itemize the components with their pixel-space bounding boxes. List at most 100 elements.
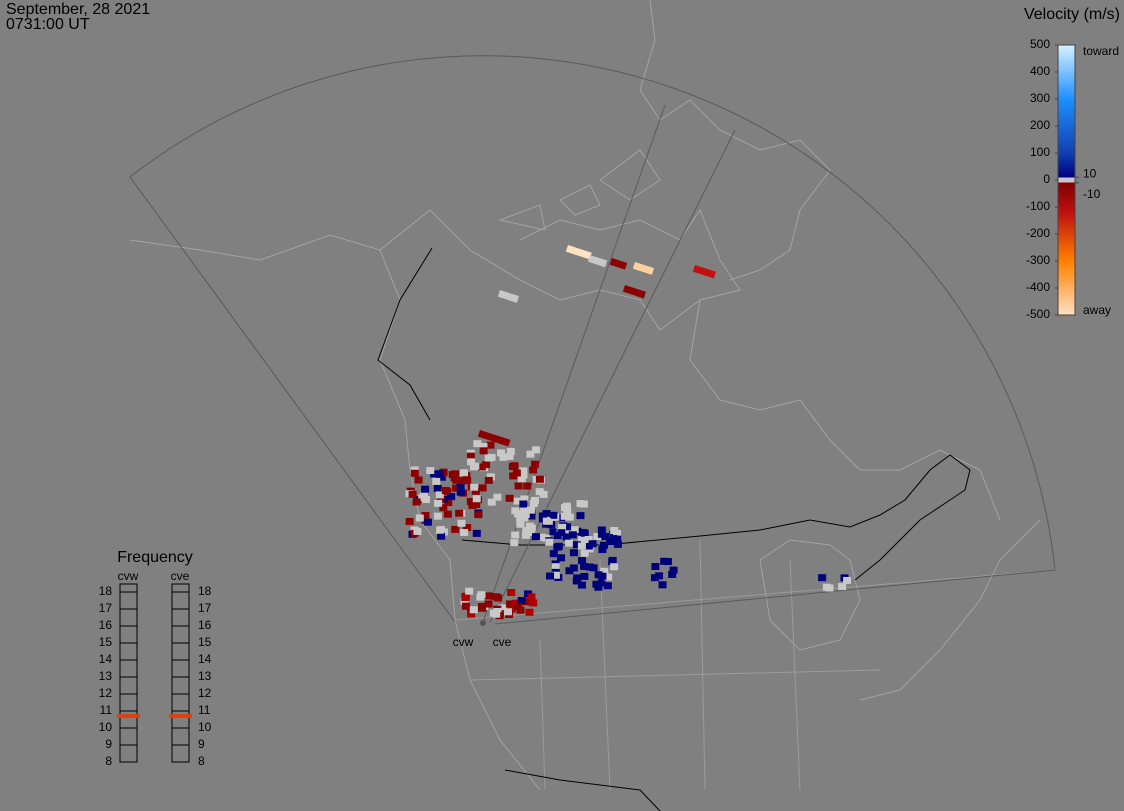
velocity-cell [517,597,526,605]
velocity-cell [592,580,601,588]
velocity-colorbar [1057,44,1076,316]
velocity-cell [569,564,578,572]
frequency-tick-label: 17 [99,601,113,615]
velocity-cell [415,514,424,522]
velocity-inner-tick-label: -10 [1083,187,1101,201]
velocity-cell [553,532,562,540]
velocity-cell [477,591,486,599]
velocity-cell [613,540,622,548]
velocity-cell [564,527,573,535]
velocity-cell [471,462,480,470]
velocity-cell [521,511,530,519]
velocity-cell [838,583,847,591]
velocity-cell [584,535,593,543]
velocity-cell [526,528,535,536]
velocity-cell [510,539,519,547]
velocity-cell [580,572,589,580]
velocity-cell [466,497,475,505]
velocity-cell [542,510,551,518]
velocity-cell [444,499,453,507]
frequency-tick-label: 9 [198,737,205,751]
velocity-cell [472,495,481,503]
radar-fan [129,55,1056,626]
velocity-cell [505,600,514,608]
velocity-cell [439,504,448,512]
velocity-cell [511,599,520,607]
velocity-cell [577,542,586,550]
velocity-cell [600,567,609,575]
velocity-cell [519,500,528,508]
velocity-cell [658,581,667,589]
velocity-cell [474,511,483,519]
frequency-radar-name: cvw [118,569,139,583]
velocity-cell [529,599,538,607]
velocity-cell [493,493,502,501]
velocity-cell [557,554,566,562]
velocity-cell [669,566,678,574]
velocity-tick-label: -500 [1026,307,1050,321]
velocity-cell [522,526,531,534]
velocity-cell [568,531,577,539]
velocity-cell [570,526,579,534]
velocity-cell [486,441,495,449]
velocity-cell [517,475,526,483]
velocity-cell [539,490,548,498]
velocity-cell [569,549,578,557]
velocity-cell [588,540,597,548]
velocity-tick-label: -300 [1026,253,1050,267]
velocity-cell [492,593,501,601]
velocity-cell [467,610,476,618]
velocity-cell [613,535,622,543]
date: September, 28 2021 [6,1,150,18]
velocity-cell [412,498,421,506]
frequency-tick-label: 17 [198,601,212,615]
velocity-cell [413,527,422,535]
velocity-cell [499,453,508,461]
velocity-cell [577,535,586,543]
velocity-cell [597,526,606,534]
frequency-tick-label: 11 [100,703,113,717]
velocity-cell [597,530,606,538]
velocity-cell [578,528,587,536]
velocity-cell [510,462,519,470]
velocity-cell [460,529,469,537]
velocity-cell [589,564,598,572]
velocity-cell [465,587,474,595]
velocity-cell [433,512,442,520]
velocity-cell [484,454,493,462]
velocity-cell [622,285,646,299]
velocity-cell [456,488,465,496]
velocity-cell [505,494,514,502]
velocity-cell [405,517,414,525]
velocity-cell [537,533,546,541]
velocity-cell [562,502,571,510]
velocity-cell [443,510,452,518]
velocity-cell [513,603,522,611]
velocity-cell [460,469,469,477]
frequency-tick-label: 16 [198,618,212,632]
frequency-tick-label: 13 [99,669,113,683]
velocity-cell [525,522,534,530]
velocity-cell [460,477,469,485]
velocity-cell [477,463,486,471]
velocity-cell [542,517,551,525]
velocity-tick-label: -100 [1026,199,1050,213]
velocity-cell [577,557,586,565]
velocity-cell [478,604,487,612]
velocity-cell [516,519,525,527]
velocity-tick-label: 200 [1030,118,1050,132]
frequency-tick-label: 15 [198,635,212,649]
frequency-tick-label: 8 [198,754,205,768]
velocity-cell [421,485,430,493]
velocity-cell [451,525,460,533]
coastlines [129,0,1041,791]
velocity-cell [572,541,581,549]
velocity-cell [512,469,521,477]
velocity-cell [461,593,470,601]
velocity-cell [549,528,558,536]
velocity-cell [467,458,476,466]
velocity-cell [535,475,544,483]
frequency-radar-name: cve [171,569,190,583]
velocity-cell [608,558,617,566]
frequency-tick-label: 12 [198,686,212,700]
